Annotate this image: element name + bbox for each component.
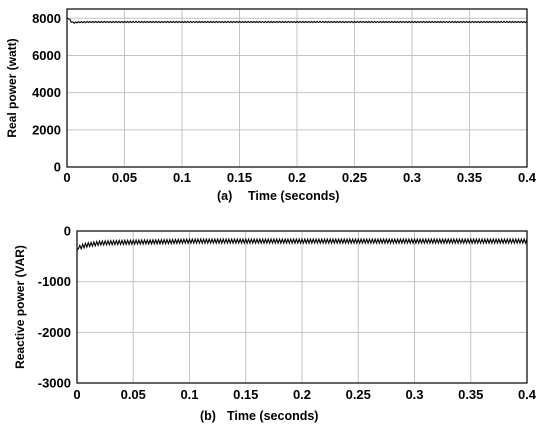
y-tick-label: 4000 (32, 85, 61, 100)
x-axis-label-b: Time (seconds) (227, 409, 318, 423)
x-tick-label: 0.25 (346, 387, 371, 402)
x-tick-label: 0.35 (457, 170, 482, 185)
panel-tag-b: (b) (200, 409, 216, 423)
panel-tag-a: (a) (217, 189, 232, 203)
y-tick-label: 0 (64, 224, 71, 239)
y-tick-label: 6000 (32, 48, 61, 63)
y-tick-label: 8000 (32, 11, 61, 26)
x-tick-label: 0.3 (403, 170, 421, 185)
y-tick-label: -3000 (38, 376, 71, 391)
x-tick-label: 0.4 (518, 387, 537, 402)
y-axis-label-b: Reactive power (VAR) (13, 245, 27, 369)
plot-frame-b (76, 230, 528, 384)
x-tick-label: 0.4 (518, 170, 537, 185)
x-tick-label: 0.1 (173, 170, 191, 185)
x-tick-label: 0.3 (405, 387, 423, 402)
x-tick-label: 0.2 (288, 170, 306, 185)
x-tick-label: 0.05 (121, 387, 146, 402)
plot-frame-a (66, 8, 528, 168)
panel-b-reactive-power: 0 0.05 0.1 0.15 0.2 0.25 0.3 0.35 0.4 0 -1000 -200… (13, 224, 537, 424)
x-tick-label: 0.15 (233, 387, 258, 402)
y-tick-label: -1000 (38, 274, 71, 289)
x-tick-label: 0.35 (458, 387, 483, 402)
y-tick-label: -2000 (38, 325, 71, 340)
x-tick-label: 0.15 (227, 170, 252, 185)
x-tick-label: 0 (63, 170, 70, 185)
y-tick-label: 2000 (32, 122, 61, 137)
x-tick-label: 0.1 (180, 387, 198, 402)
x-tick-label: 0.25 (342, 170, 367, 185)
x-tick-label: 0 (73, 387, 80, 402)
x-tick-label: 0.2 (293, 387, 311, 402)
y-tick-label: 0 (54, 160, 61, 175)
real-power-trace (66, 17, 528, 25)
reactive-power-trace (76, 237, 528, 251)
x-tick-label: 0.05 (112, 170, 137, 185)
panel-a-real-power: 0 0.05 0.1 0.15 0.2 0.25 0.3 0.35 0.4 0 2000 4000 6… (5, 8, 537, 203)
y-axis-label-a: Real power (watt) (5, 38, 19, 137)
x-axis-label-a: Time (seconds) (248, 189, 339, 203)
